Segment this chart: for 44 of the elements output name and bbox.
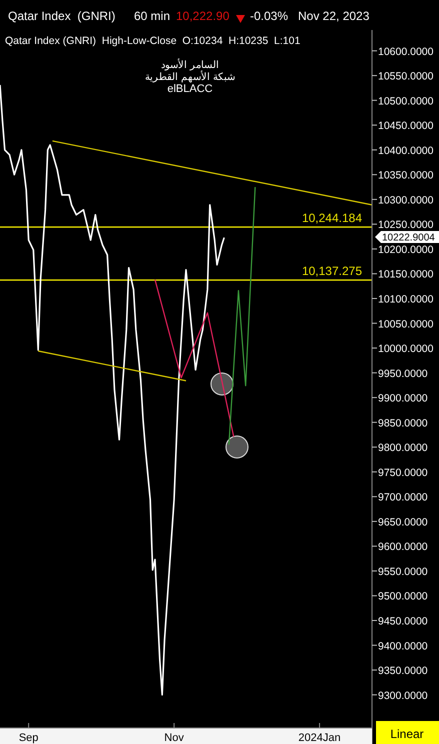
- y-tick-label: 10600.0000: [378, 46, 434, 58]
- line-series: [0, 84, 225, 696]
- y-tick-label: 10250.0000: [378, 219, 434, 232]
- y-tick-label: 9800.0000: [378, 442, 428, 454]
- y-tick-label: 9650.0000: [378, 516, 428, 528]
- text: -0.03%: [250, 9, 288, 23]
- ref-line-label: 10,137.275: [302, 264, 362, 278]
- y-tick-label: 10550.0000: [378, 70, 434, 83]
- annotation: شبكة الأسهم القطرية: [145, 71, 235, 83]
- y-tick-label: 9500.0000: [378, 590, 428, 603]
- y-tick-label: 9600.0000: [378, 541, 428, 554]
- y-tick-label: 10100.0000: [378, 294, 434, 306]
- y-tick-label: 9350.0000: [378, 665, 428, 678]
- y-tick-label: 10050.0000: [378, 318, 434, 330]
- y-tick-label: 10400.0000: [378, 144, 434, 157]
- y-tick-label: 10500.0000: [378, 95, 434, 108]
- y-tick-label: 9700.0000: [378, 492, 428, 504]
- annotation: السامر الأسود: [161, 59, 219, 71]
- text: Nov 22, 2023: [298, 9, 370, 23]
- y-tick-label: 10350.0000: [378, 170, 434, 182]
- x-tick-label: Nov: [164, 732, 184, 744]
- y-tick-label: 9400.0000: [378, 640, 428, 652]
- y-tick-label: 10200.0000: [378, 244, 434, 256]
- x-tick-label: 2024Jan: [298, 732, 341, 744]
- y-tick-label: 10300.0000: [378, 194, 434, 206]
- y-tick-label: 9300.0000: [378, 690, 428, 702]
- x-tick-label: Sep: [18, 732, 38, 744]
- y-tick-label: 10150.0000: [378, 268, 434, 281]
- y-tick-label: 10000.0000: [378, 343, 434, 356]
- y-tick-label: 10450.0000: [378, 120, 434, 132]
- ref-line-label: 10,244.184: [302, 211, 362, 226]
- text: 10,222.90: [176, 9, 230, 23]
- y-tick-label: 9900.0000: [378, 392, 428, 405]
- y-tick-label: 9850.0000: [378, 417, 428, 430]
- text: 60 min: [134, 9, 170, 23]
- chart-title: Qatar Index (GNRI): [8, 9, 116, 23]
- text: Linear: [390, 727, 424, 741]
- y-tick-label: 9750.0000: [378, 466, 428, 479]
- annotation: elBLACC: [167, 83, 213, 95]
- text: 10222.9004: [382, 232, 436, 244]
- y-tick-label: 9450.0000: [378, 616, 428, 628]
- y-tick-label: 9950.0000: [378, 368, 428, 380]
- y-tick-label: 9550.0000: [378, 566, 428, 578]
- text: Qatar Index (GNRI) High-Low-Close O:10234 H:10235 L:101: [5, 35, 300, 47]
